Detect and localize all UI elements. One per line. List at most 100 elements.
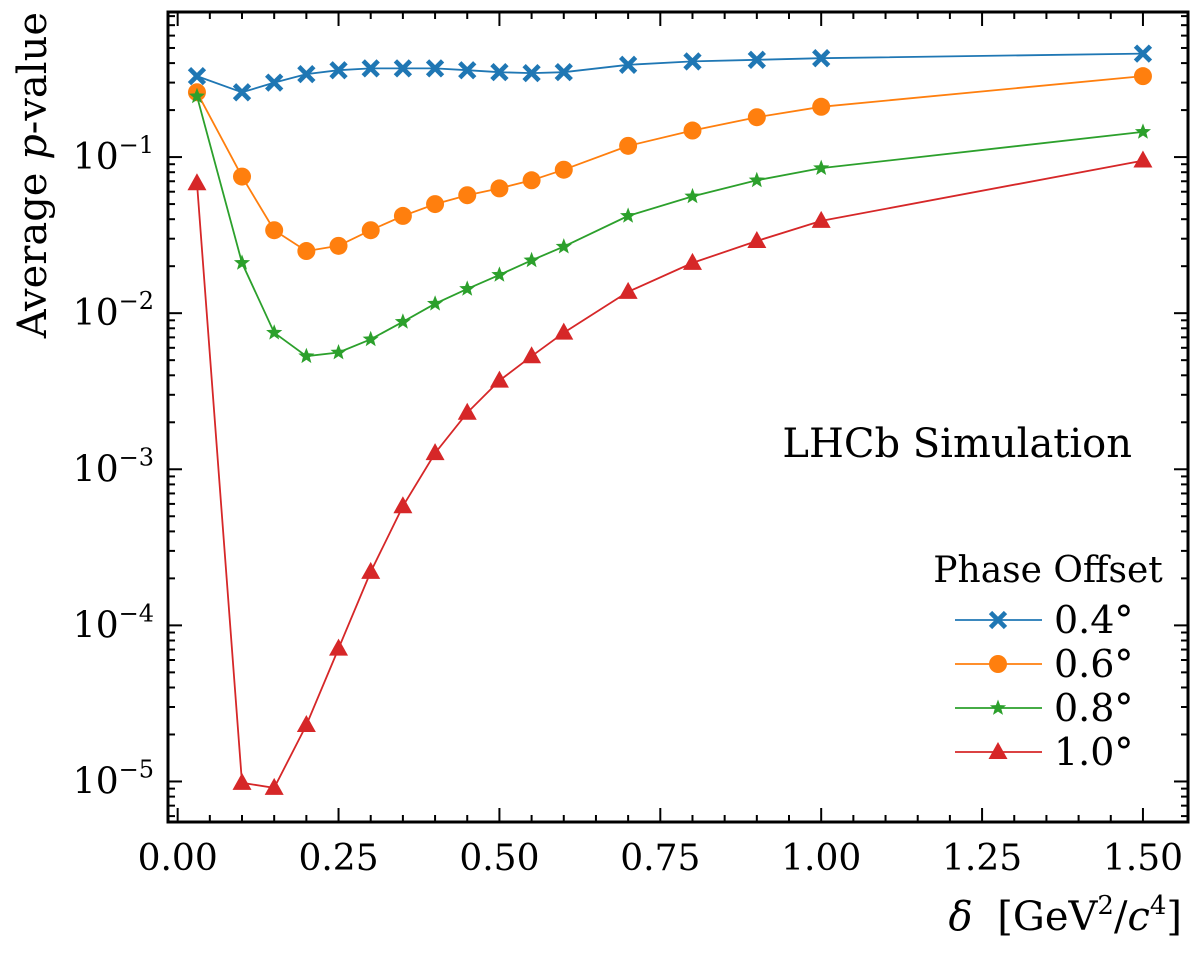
data-point [362, 330, 379, 347]
data-point [619, 136, 638, 155]
data-point [522, 63, 541, 83]
legend-entry: 0.6° [955, 642, 1133, 686]
x-tick-label: 0.25 [298, 838, 378, 879]
plot-frame [166, 10, 1190, 824]
data-point [620, 207, 637, 223]
series-line [196, 75, 1144, 253]
legend-marker [989, 655, 1007, 673]
data-point [329, 236, 348, 255]
legend-entry: 0.4° [955, 598, 1133, 642]
legend-label: 1.0° [1054, 730, 1133, 774]
series-3 [187, 150, 1153, 795]
y-tick-label: 10−5 [73, 755, 154, 802]
data-point [747, 50, 766, 69]
data-point [329, 61, 348, 80]
data-point [264, 777, 284, 795]
data-point [459, 280, 476, 296]
data-point [811, 210, 831, 228]
x-tick-label: 1.50 [1103, 838, 1183, 879]
x-tick-label: 1.25 [942, 838, 1022, 879]
data-point [618, 281, 638, 299]
legend-title: Phase Offset [933, 550, 1163, 591]
data-point [813, 159, 830, 175]
data-point [683, 52, 702, 71]
data-point [329, 638, 349, 656]
series-2 [188, 87, 1151, 364]
data-point [522, 171, 541, 190]
y-axis-label: Average p-value [10, 12, 56, 339]
data-point [812, 97, 831, 116]
lhcb-annotation: LHCb Simulation [782, 421, 1132, 467]
data-point [298, 347, 315, 364]
legend-marker [989, 699, 1007, 715]
data-point [555, 238, 572, 254]
y-tick-label: 10−1 [73, 131, 154, 178]
data-point [684, 187, 701, 204]
x-tick-labels: 0.00 0.25 0.50 0.75 1.00 1.25 1.50 [138, 838, 1183, 879]
data-point [812, 49, 831, 68]
data-point [683, 121, 702, 140]
series-1 [187, 67, 1152, 261]
data-point [297, 242, 316, 261]
data-point [618, 55, 638, 74]
y-tick-label: 10−3 [73, 443, 154, 490]
series-0 [187, 44, 1153, 102]
x-axis-label: δ [GeV2/c4] [948, 891, 1182, 940]
data-point [490, 63, 509, 82]
data-point [188, 87, 205, 104]
legend: Phase Offset 0.4°0.6°0.8°1.0° [933, 550, 1163, 774]
data-point [265, 221, 284, 240]
data-point [425, 443, 445, 461]
data-point [265, 73, 284, 92]
y-tick-label: 10−4 [73, 599, 154, 646]
data-point [748, 171, 765, 188]
data-point [1133, 67, 1152, 86]
data-point [682, 252, 702, 270]
legend-label: 0.8° [1054, 686, 1133, 730]
x-tick-label: 0.75 [620, 838, 700, 879]
data-point [361, 221, 380, 240]
data-point [393, 59, 413, 78]
data-point [233, 167, 252, 186]
x-tick-label: 0.00 [138, 838, 218, 879]
data-point [393, 206, 412, 225]
data-point [554, 160, 573, 179]
data-point [458, 186, 477, 205]
data-point [266, 324, 283, 340]
legend-marker [988, 742, 1008, 759]
legend-label: 0.6° [1054, 642, 1133, 686]
data-point [1134, 123, 1151, 139]
data-point [187, 173, 207, 191]
legend-label: 0.4° [1054, 598, 1133, 642]
series-group [187, 44, 1153, 795]
data-point [747, 230, 767, 248]
legend-entry: 0.8° [955, 686, 1133, 730]
data-point [296, 715, 316, 733]
data-point [361, 59, 380, 78]
legend-marker [988, 610, 1008, 630]
data-point [394, 313, 411, 329]
data-point [232, 83, 252, 102]
data-point [523, 251, 540, 268]
data-point [330, 344, 347, 360]
data-point [554, 322, 574, 340]
data-point [457, 402, 477, 420]
data-point [522, 346, 542, 364]
data-point [489, 370, 509, 388]
data-point [232, 772, 252, 790]
data-point [233, 254, 251, 270]
x-tick-label: 1.00 [781, 838, 861, 879]
data-point [1133, 44, 1153, 63]
x-tick-label: 0.50 [459, 838, 539, 879]
data-point [490, 179, 509, 198]
data-point [491, 266, 508, 282]
data-point [554, 63, 573, 82]
data-point [425, 59, 445, 78]
data-point [187, 66, 207, 86]
y-tick-labels: 10−1 10−2 10−3 10−4 10−5 [73, 131, 154, 802]
data-point [426, 195, 445, 214]
legend-entry: 1.0° [955, 730, 1133, 774]
data-point [427, 295, 444, 311]
y-tick-label: 10−2 [73, 287, 154, 334]
